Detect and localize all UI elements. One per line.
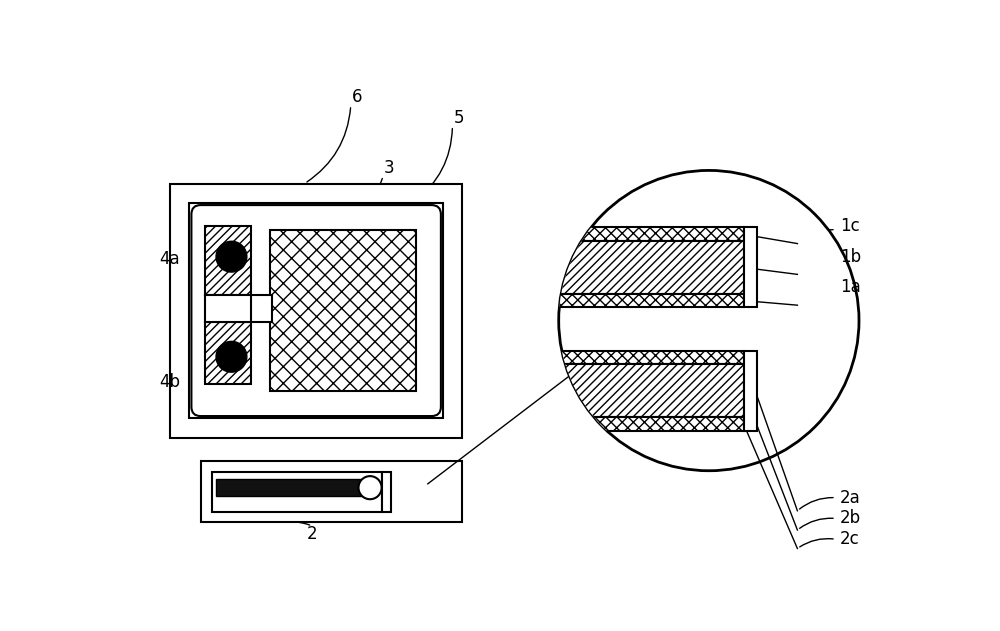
Bar [559, 417, 744, 431]
Bar [559, 351, 744, 365]
FancyArrowPatch shape [800, 292, 833, 304]
Bar [216, 479, 366, 496]
Text: 2: 2 [307, 525, 318, 543]
FancyArrowPatch shape [800, 230, 833, 242]
FancyArrowPatch shape [800, 498, 833, 509]
Bar [270, 230, 416, 391]
FancyArrowPatch shape [800, 539, 833, 547]
FancyArrowPatch shape [800, 518, 833, 528]
FancyArrowPatch shape [307, 108, 351, 182]
Text: 2b: 2b [840, 509, 861, 528]
Bar [251, 295, 272, 322]
Bar [170, 184, 462, 438]
Bar [205, 226, 251, 295]
Bar [559, 227, 744, 241]
Text: 5: 5 [453, 109, 464, 127]
Bar [205, 295, 251, 322]
Bar [201, 461, 462, 522]
Text: 1b: 1b [840, 248, 861, 266]
Text: 1: 1 [576, 263, 587, 281]
FancyArrowPatch shape [190, 258, 213, 262]
FancyBboxPatch shape [191, 205, 441, 416]
FancyArrowPatch shape [415, 129, 452, 201]
Text: 6: 6 [352, 88, 362, 106]
Bar [212, 472, 382, 512]
Text: 4a: 4a [160, 250, 180, 268]
Text: 2a: 2a [840, 488, 860, 507]
Bar [559, 241, 744, 293]
Circle shape [216, 341, 247, 372]
Bar [744, 227, 757, 307]
Text: 2c: 2c [840, 530, 860, 548]
FancyArrowPatch shape [345, 179, 382, 225]
Text: 1c: 1c [840, 217, 860, 235]
Bar [205, 322, 251, 384]
Bar [382, 472, 391, 512]
Bar [744, 351, 757, 431]
FancyArrowPatch shape [188, 357, 213, 379]
Bar [559, 365, 744, 417]
FancyArrowPatch shape [300, 522, 310, 525]
Text: 3: 3 [384, 159, 395, 177]
Circle shape [559, 170, 859, 471]
FancyArrowPatch shape [800, 261, 833, 273]
Circle shape [216, 241, 247, 272]
Text: 1a: 1a [840, 278, 860, 297]
Bar [189, 203, 443, 418]
Bar [559, 293, 744, 307]
Text: 4b: 4b [159, 373, 180, 391]
Circle shape [358, 476, 382, 499]
